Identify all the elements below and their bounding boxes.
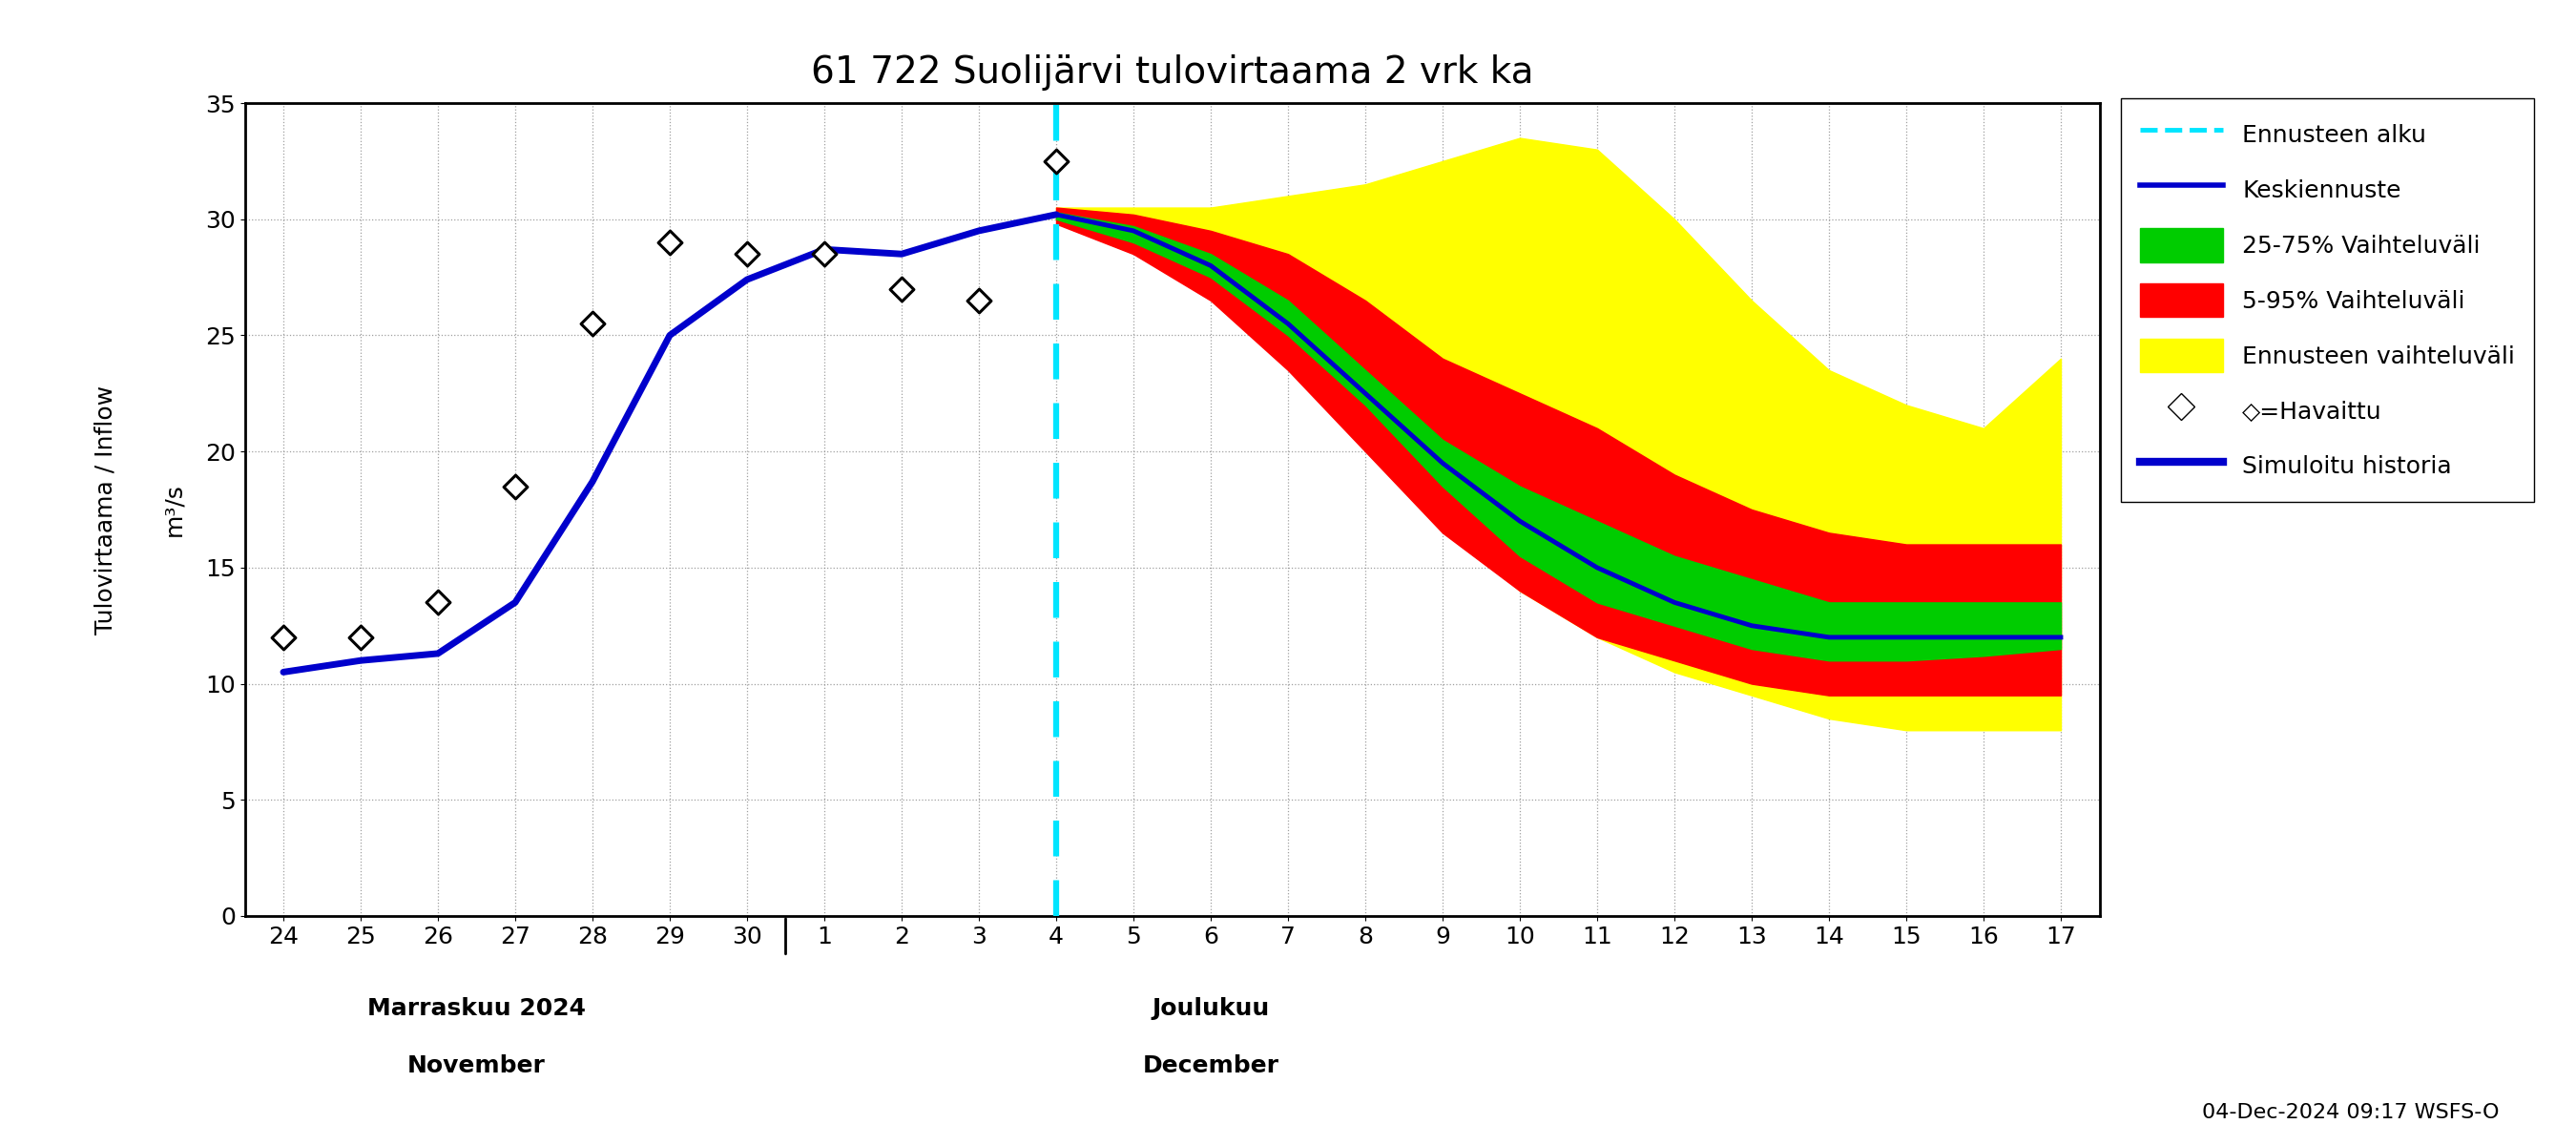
Point [1036,152,1077,171]
Point [417,593,459,611]
Point [263,629,304,647]
Text: December: December [1144,1055,1278,1077]
Point [340,629,381,647]
Text: November: November [407,1055,546,1077]
Text: Tulovirtaama / Inflow: Tulovirtaama / Inflow [95,385,116,634]
Title: 61 722 Suolijärvi tulovirtaama 2 vrk ka: 61 722 Suolijärvi tulovirtaama 2 vrk ka [811,55,1533,90]
Text: Marraskuu 2024: Marraskuu 2024 [368,997,585,1020]
Point [804,245,845,263]
Point [726,245,768,263]
Point [572,315,613,333]
Legend: Ennusteen alku, Keskiennuste, 25-75% Vaihteluväli, 5-95% Vaihteluväli, Ennusteen: Ennusteen alku, Keskiennuste, 25-75% Vai… [2120,98,2535,502]
Text: 04-Dec-2024 09:17 WSFS-O: 04-Dec-2024 09:17 WSFS-O [2202,1103,2499,1122]
Point [881,279,922,298]
Point [649,234,690,252]
Text: Joulukuu: Joulukuu [1151,997,1270,1020]
Text: m³/s: m³/s [162,483,185,536]
Point [958,291,999,309]
Point [495,477,536,496]
